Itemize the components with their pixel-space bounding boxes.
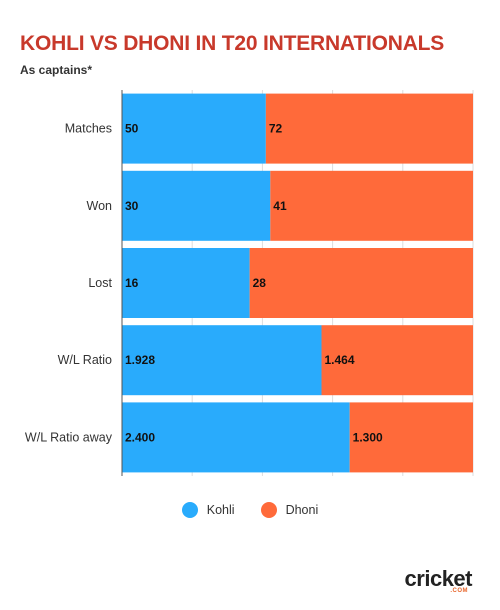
legend-item-kohli[interactable]: Kohli: [181, 502, 235, 518]
category-label: W/L Ratio away: [25, 430, 113, 444]
cricket-logo-sub: .COM: [450, 588, 468, 594]
bars-group: [122, 93, 473, 473]
bar-kohli[interactable]: [122, 170, 271, 241]
data-label-kohli: 50: [125, 122, 139, 136]
data-label-kohli: 2.400: [125, 430, 155, 444]
bar-kohli[interactable]: [122, 248, 250, 318]
data-label-dhoni: 41: [273, 199, 287, 213]
data-label-dhoni: 72: [269, 122, 283, 136]
data-label-dhoni: 1.464: [325, 353, 355, 367]
stacked-bar-chart: 50 72 Matches 30 41 Won 16 28 Lost 1.928 1.464 W/L …: [25, 90, 474, 476]
legend-label-kohli: Kohli: [206, 503, 235, 517]
category-label: Won: [87, 199, 113, 213]
category-label: Matches: [65, 122, 112, 136]
chart-subtitle: As captains*: [20, 63, 93, 77]
bar-dhoni[interactable]: [265, 93, 473, 164]
bar-kohli[interactable]: [122, 325, 322, 396]
data-label-dhoni: 28: [253, 276, 267, 290]
bar-dhoni[interactable]: [321, 325, 473, 396]
category-label: Lost: [88, 276, 112, 290]
legend: Kohli Dhoni: [0, 502, 500, 518]
chart-title: KOHLI VS DHONI IN T20 INTERNATIONALS: [20, 32, 445, 55]
legend-label-dhoni: Dhoni: [285, 503, 319, 517]
data-label-kohli: 16: [125, 276, 139, 290]
bar-kohli[interactable]: [122, 402, 350, 473]
labels-group: 50 72 Matches 30 41 Won 16 28 Lost 1.928 1.464 W/L …: [25, 122, 383, 445]
legend-item-dhoni[interactable]: Dhoni: [260, 502, 319, 518]
bar-dhoni[interactable]: [249, 248, 473, 318]
data-label-kohli: 1.928: [125, 353, 155, 367]
cricket-logo: cricket: [404, 566, 473, 591]
data-label-dhoni: 1.300: [353, 430, 383, 444]
data-label-kohli: 30: [125, 199, 139, 213]
bar-kohli[interactable]: [122, 93, 266, 164]
bar-dhoni[interactable]: [270, 170, 473, 241]
legend-swatch-kohli: [181, 502, 198, 518]
bar-dhoni[interactable]: [349, 402, 473, 473]
category-label: W/L Ratio: [58, 353, 112, 367]
legend-swatch-dhoni: [260, 502, 277, 518]
